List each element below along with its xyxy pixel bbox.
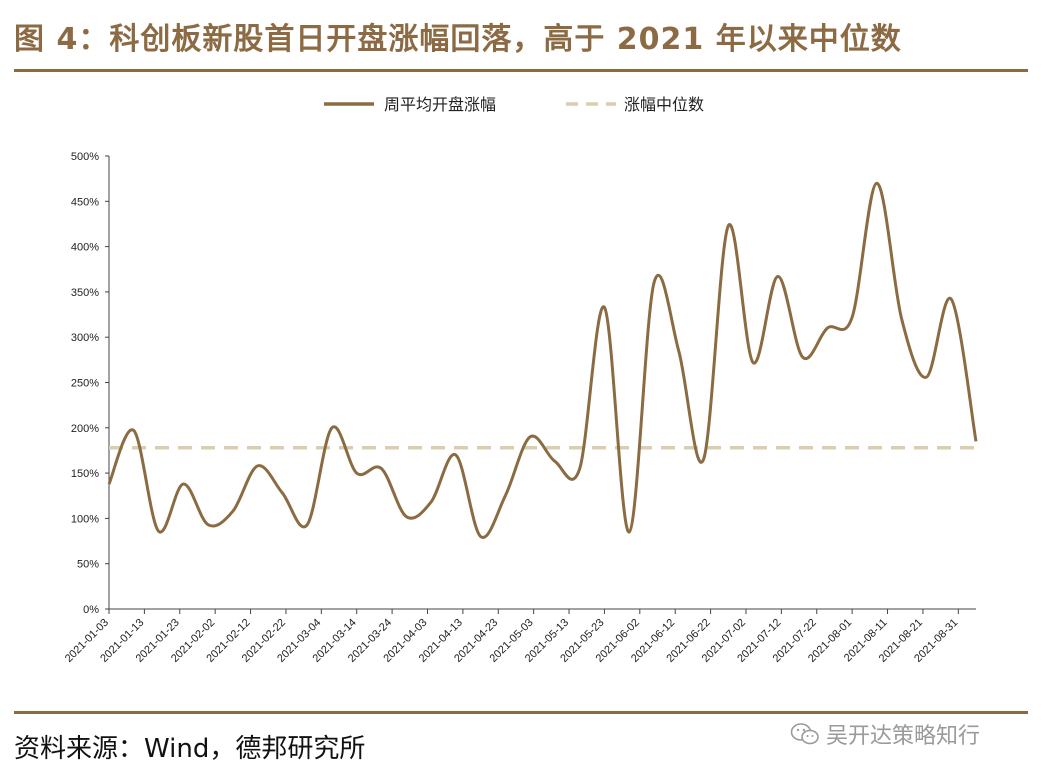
figure-title: 图 4：科创板新股首日开盘涨幅回落，高于 2021 年以来中位数 [14,22,902,57]
legend-label-weekly-avg: 周平均开盘涨幅 [384,95,496,114]
legend-label-median: 涨幅中位数 [624,95,704,114]
y-tick-label: 0% [83,604,99,616]
watermark: 吴开达策略知行 [790,718,980,750]
y-tick-label: 200% [71,423,99,435]
y-tick-label: 150% [71,468,99,480]
y-tick-label: 300% [71,332,99,344]
title-divider [14,69,1028,72]
y-tick-label: 500% [71,151,99,163]
series-line-weekly-avg [107,181,978,539]
y-tick-label: 250% [71,378,99,390]
y-tick-label: 100% [71,513,99,525]
y-tick-label: 400% [71,242,99,254]
y-tick-label: 450% [71,196,99,208]
line-chart: 周平均开盘涨幅 涨幅中位数 0% 50% 100% 150% 200% 250% 300% 35… [63,95,978,665]
watermark-text: 吴开达策略知行 [826,724,981,749]
chart-series [107,181,978,539]
source-divider [14,711,1028,714]
source-note: 资料来源：Wind，德邦研究所 [14,734,366,764]
y-tick-label: 350% [71,287,99,299]
chart-legend: 周平均开盘涨幅 涨幅中位数 [324,95,704,114]
chart-axes: 0% 50% 100% 150% 200% 250% 300% 350% 400% 450% 500… [63,151,976,665]
y-tick-label: 50% [77,559,99,571]
wechat-icon [790,723,819,745]
